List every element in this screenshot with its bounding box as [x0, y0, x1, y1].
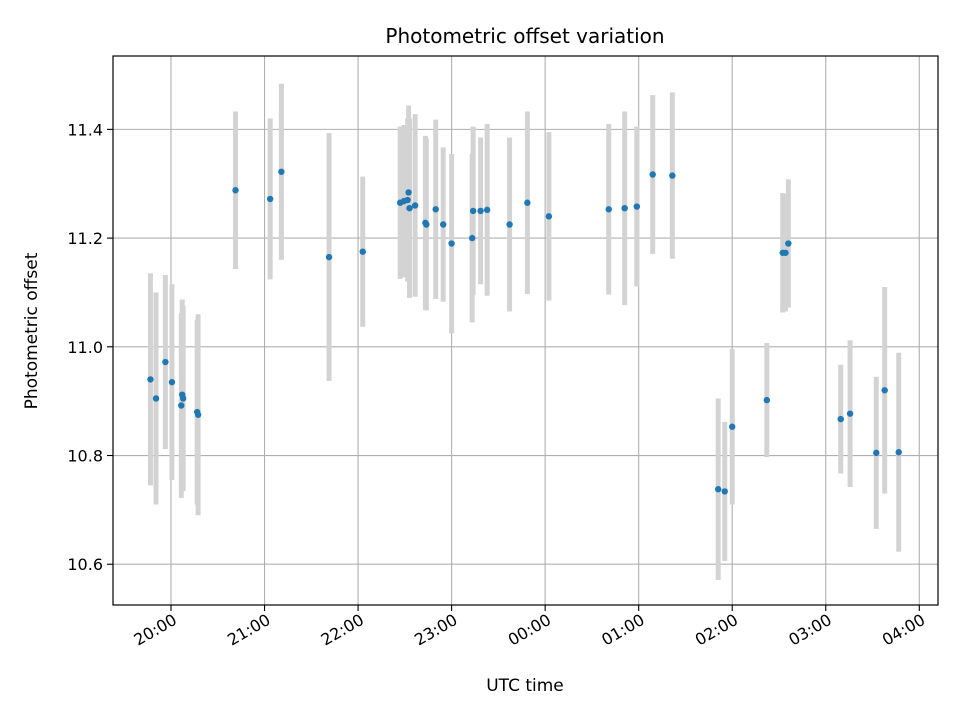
data-point [881, 387, 888, 394]
y-tick-label: 10.8 [67, 447, 103, 466]
y-tick-label: 11.0 [67, 338, 103, 357]
data-point [423, 221, 430, 228]
data-point [432, 206, 439, 213]
data-point [359, 248, 366, 255]
data-point [483, 206, 491, 214]
data-point [168, 378, 176, 386]
data-point [178, 402, 185, 409]
data-point [633, 203, 641, 210]
data-point [439, 221, 447, 228]
data-point [763, 396, 771, 404]
data-point [846, 410, 854, 417]
data-point [448, 240, 455, 247]
data-point [411, 202, 419, 209]
y-tick-label: 11.4 [67, 120, 103, 139]
y-axis: 10.6 10.8 11.0 11.2 11.4 [67, 120, 113, 574]
data-point [649, 171, 656, 178]
data-point [524, 199, 531, 206]
data-point [405, 189, 412, 196]
data-point [194, 411, 202, 418]
data-point [232, 187, 239, 194]
data-point [714, 486, 722, 493]
data-point [506, 221, 513, 228]
data-point [873, 449, 880, 457]
data-point [669, 172, 676, 179]
data-point [404, 196, 411, 204]
data-point [406, 204, 413, 212]
data-point [278, 168, 285, 175]
data-point [147, 376, 154, 383]
data-point [266, 195, 274, 203]
x-axis-label: UTC time [486, 676, 564, 696]
data-point [895, 449, 902, 456]
data-point [785, 240, 792, 247]
data-point [325, 253, 333, 261]
chart-title: Photometric offset variation [385, 24, 664, 48]
data-points [147, 168, 902, 495]
data-point [468, 234, 476, 242]
data-point [477, 207, 484, 215]
data-point [621, 204, 628, 212]
data-point [469, 207, 477, 215]
data-point [545, 213, 553, 220]
data-point [605, 206, 612, 213]
data-point [729, 423, 736, 430]
data-point [782, 249, 789, 256]
plot-frame [112, 55, 939, 606]
data-point [179, 395, 187, 402]
y-axis-label: Photometric offset [22, 252, 42, 409]
y-tick-label: 10.6 [67, 555, 103, 574]
data-point [152, 395, 160, 402]
data-point [162, 358, 169, 366]
data-point [721, 488, 728, 495]
y-tick-label: 11.2 [67, 229, 103, 248]
data-point [837, 415, 844, 423]
